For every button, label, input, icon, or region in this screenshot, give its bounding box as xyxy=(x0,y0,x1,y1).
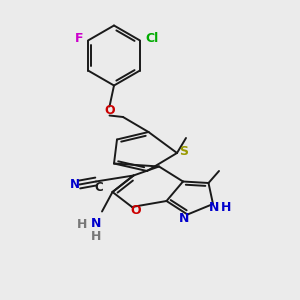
Text: N: N xyxy=(209,201,219,214)
Text: H: H xyxy=(221,201,232,214)
Text: H: H xyxy=(91,230,101,244)
Text: Cl: Cl xyxy=(146,32,159,46)
Text: F: F xyxy=(75,32,83,46)
Text: S: S xyxy=(179,145,188,158)
Text: N: N xyxy=(70,178,80,191)
Text: N: N xyxy=(178,212,189,225)
Text: N: N xyxy=(91,217,101,230)
Text: H: H xyxy=(77,218,88,232)
Text: C: C xyxy=(94,181,103,194)
Text: O: O xyxy=(104,104,115,118)
Text: O: O xyxy=(130,204,141,217)
